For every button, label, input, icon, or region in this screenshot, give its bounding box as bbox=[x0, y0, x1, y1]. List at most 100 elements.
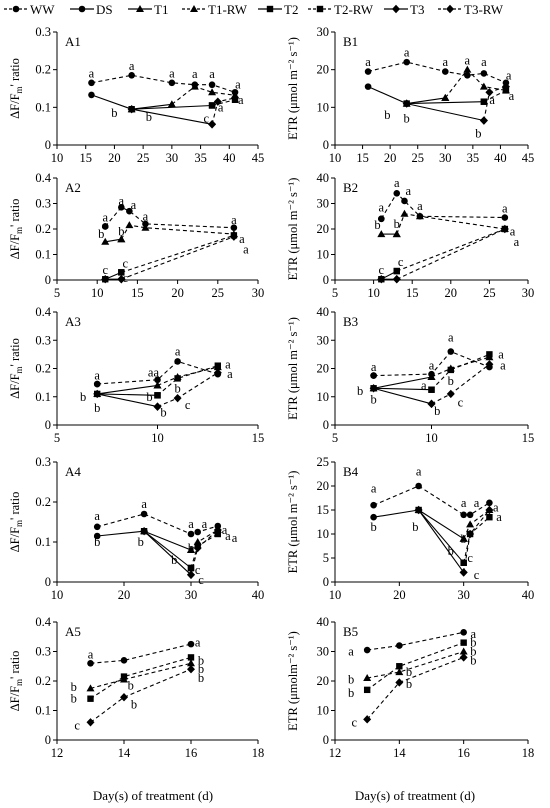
significance-letter: a bbox=[231, 213, 237, 227]
x-tick-label: 15 bbox=[406, 286, 419, 300]
series-t1-rw bbox=[117, 221, 238, 243]
series-ww bbox=[88, 72, 239, 96]
series-t2-rw bbox=[393, 225, 509, 275]
y-tick-label: 15 bbox=[317, 503, 330, 517]
y-tick-label: 0 bbox=[323, 273, 329, 287]
legend-label: T1 bbox=[154, 2, 168, 17]
series-ww bbox=[364, 58, 510, 87]
x-tick-label: 40 bbox=[494, 151, 507, 165]
y-axis-label: ΔF/Fm' ratio bbox=[8, 58, 24, 119]
data-point bbox=[101, 275, 110, 284]
series-t3-rw bbox=[153, 368, 222, 411]
significance-letter: b bbox=[188, 541, 194, 555]
data-point bbox=[231, 93, 240, 103]
data-point bbox=[393, 190, 401, 197]
series-line bbox=[97, 393, 158, 396]
legend-marker bbox=[392, 4, 400, 14]
x-tick-label: 30 bbox=[252, 286, 265, 300]
significance-letter: b bbox=[406, 677, 412, 691]
data-point bbox=[87, 660, 94, 667]
legend-marker bbox=[316, 5, 324, 13]
data-point bbox=[141, 223, 150, 231]
data-point bbox=[395, 678, 404, 687]
series-t3-rw bbox=[479, 82, 510, 125]
series-line bbox=[97, 384, 158, 395]
y-axis-label: ETR (μmol m⁻² s⁻¹) bbox=[286, 317, 300, 420]
significance-letter: c bbox=[123, 271, 129, 285]
significance-letter: a bbox=[239, 232, 245, 246]
data-point bbox=[486, 499, 493, 507]
series-ww bbox=[370, 482, 493, 519]
series-line bbox=[431, 353, 490, 391]
data-point bbox=[480, 98, 488, 105]
legend-label: T3 bbox=[410, 2, 424, 17]
significance-letter: b bbox=[394, 217, 400, 231]
x-tick-label: 30 bbox=[166, 151, 179, 165]
significance-letter: a bbox=[461, 496, 467, 510]
data-point bbox=[168, 79, 176, 87]
significance-letter: a bbox=[443, 55, 449, 69]
significance-letter: c bbox=[198, 573, 204, 587]
data-point bbox=[208, 88, 217, 96]
significance-letter: a bbox=[119, 194, 125, 208]
x-tick-label: 15 bbox=[356, 151, 369, 165]
data-point bbox=[93, 389, 102, 399]
significance-letter: b bbox=[412, 520, 418, 534]
series-line bbox=[131, 108, 213, 125]
significance-letter: b bbox=[348, 673, 354, 687]
x-tick-label: 45 bbox=[522, 151, 535, 165]
series-line bbox=[157, 365, 218, 396]
x-tick-label: 20 bbox=[445, 286, 458, 300]
legend-label: T3-RW bbox=[464, 2, 504, 17]
y-axis-label: ΔF/Fm' ratio bbox=[8, 199, 24, 260]
y-tick-label: 10 bbox=[317, 704, 330, 718]
significance-letter: b bbox=[94, 401, 100, 415]
significance-letter: a bbox=[209, 67, 215, 81]
significance-letter: c bbox=[204, 112, 210, 126]
data-point bbox=[395, 668, 404, 676]
y-axis-label: ETR (μmol m⁻² s⁻¹) bbox=[286, 178, 300, 281]
significance-letter: a bbox=[416, 465, 422, 479]
data-point bbox=[427, 399, 436, 409]
y-tick-label: 10 bbox=[317, 100, 330, 114]
panel-id-label: A3 bbox=[65, 314, 81, 329]
data-point bbox=[414, 505, 423, 515]
significance-letter: a bbox=[371, 481, 377, 495]
data-point bbox=[187, 530, 195, 538]
data-point bbox=[459, 534, 468, 542]
significance-letter: b bbox=[146, 110, 152, 124]
data-point bbox=[466, 529, 475, 539]
data-point bbox=[464, 72, 471, 79]
data-point bbox=[441, 68, 449, 75]
y-tick-label: 0.2 bbox=[35, 495, 51, 509]
data-point bbox=[427, 372, 436, 380]
x-tick-label: 10 bbox=[329, 588, 342, 602]
series-t3-rw bbox=[117, 232, 238, 284]
significance-letter: a bbox=[192, 67, 198, 81]
data-point bbox=[447, 366, 454, 374]
y-tick-label: 0.4 bbox=[35, 171, 51, 185]
significance-letter: b bbox=[448, 374, 454, 388]
series-line bbox=[211, 99, 236, 107]
series-line bbox=[190, 529, 219, 575]
data-point bbox=[93, 532, 101, 540]
significance-letter: c bbox=[352, 715, 358, 729]
significance-letter: b bbox=[404, 112, 410, 126]
data-point bbox=[396, 663, 403, 670]
data-point bbox=[88, 91, 95, 99]
y-tick-label: 0.4 bbox=[35, 615, 51, 629]
significance-letter: a bbox=[94, 509, 100, 523]
series-line bbox=[131, 104, 213, 110]
data-point bbox=[463, 65, 472, 73]
data-point bbox=[208, 102, 216, 109]
data-point bbox=[118, 204, 125, 211]
significance-letter: b bbox=[118, 225, 124, 239]
series-line bbox=[97, 393, 158, 408]
data-point bbox=[214, 362, 221, 369]
series-line bbox=[367, 650, 464, 679]
panel-a1: 0 0.1 0.2 0.3 10 15 20 25 30 35 40 45 A1 ΔF/Fm' ratio… bbox=[8, 25, 264, 165]
significance-letter: a bbox=[421, 378, 427, 392]
x-axis-label-left: Day(s) of treatment (d) bbox=[93, 788, 213, 803]
data-point bbox=[485, 360, 494, 369]
